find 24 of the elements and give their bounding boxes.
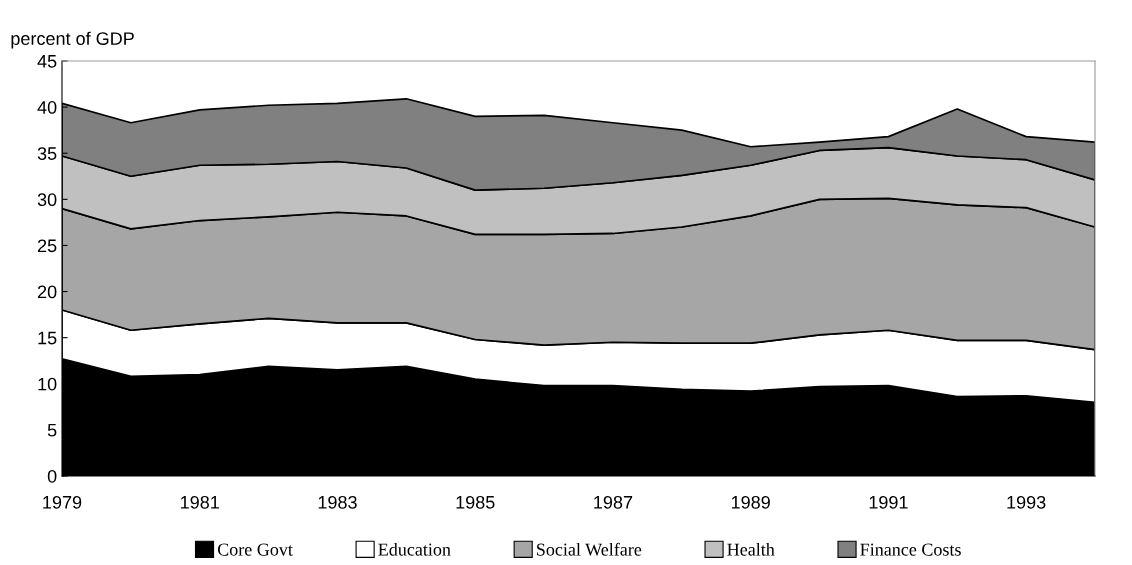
y-tick-label: 20: [37, 285, 57, 299]
y-axis-title: percent of GDP: [11, 31, 134, 49]
x-tick-label: 1991: [869, 495, 908, 509]
y-tick-label: 30: [37, 193, 57, 207]
legend-label: Social Welfare: [537, 542, 642, 556]
y-tick-label: 40: [37, 101, 57, 114]
y-tick-label: 10: [38, 377, 57, 391]
y-tick-label: 25: [37, 239, 57, 253]
y-tick-label: 35: [37, 147, 57, 160]
y-tick-label: 0: [47, 469, 57, 483]
legend-label: Education: [378, 542, 451, 556]
x-tick-label: 1983: [318, 495, 357, 509]
x-tick-label: 1989: [731, 495, 770, 509]
y-tick-label: 45: [37, 55, 57, 68]
x-tick-label: 1985: [456, 495, 495, 509]
y-tick-label: 5: [47, 424, 57, 437]
legend-label: Health: [727, 542, 775, 556]
x-tick-label: 1993: [1007, 495, 1046, 509]
legend-label: Core Govt: [217, 543, 293, 556]
x-tick-label: 1979: [43, 495, 82, 509]
y-tick-label: 15: [38, 331, 57, 345]
x-tick-label: 1987: [594, 495, 633, 509]
legend-label: Finance Costs: [860, 543, 961, 556]
x-tick-label: 1981: [181, 495, 219, 509]
